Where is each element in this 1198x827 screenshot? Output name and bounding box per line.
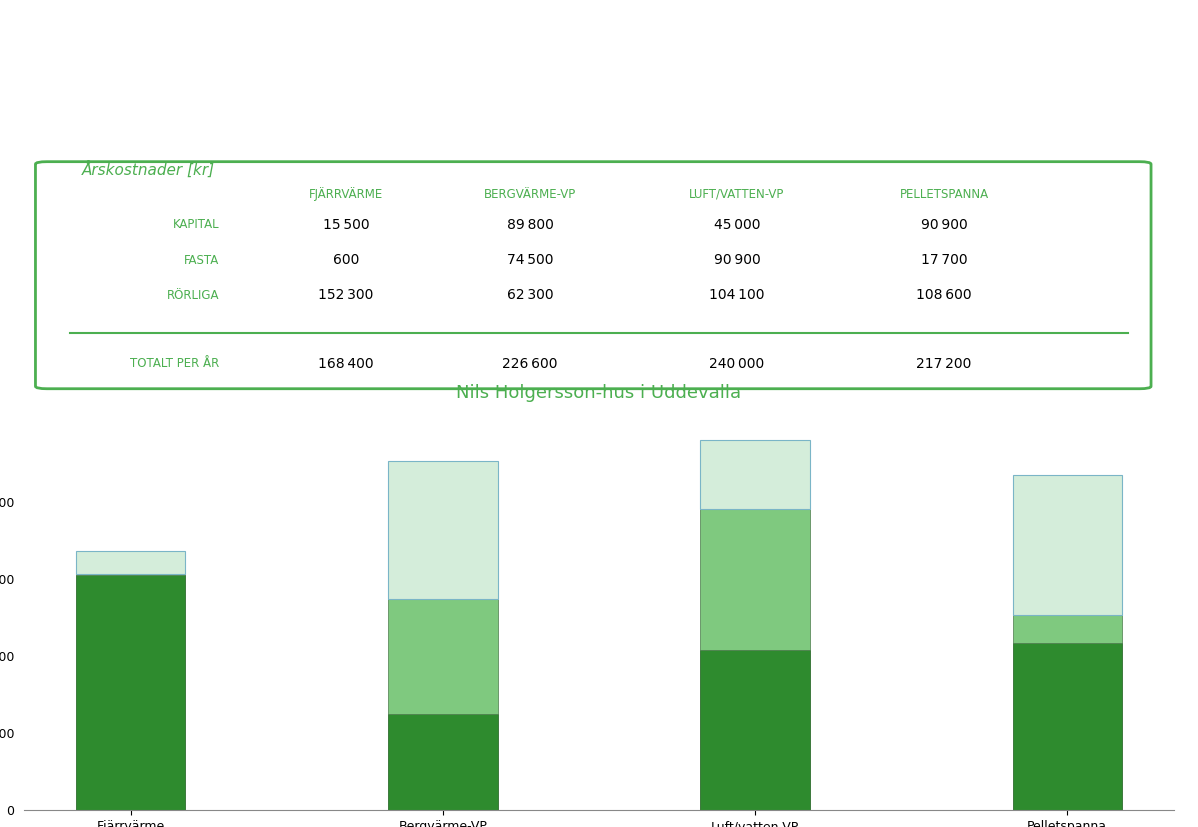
Text: 74 500: 74 500 — [507, 253, 553, 267]
Bar — [388, 461, 497, 600]
Text: 17 700: 17 700 — [921, 253, 967, 267]
Text: 600: 600 — [333, 253, 359, 267]
Text: TOTALT PER ÅR: TOTALT PER ÅR — [131, 357, 219, 370]
Bar — [77, 575, 186, 576]
Bar — [77, 576, 186, 810]
Text: 15 500: 15 500 — [322, 218, 369, 232]
Text: 240 000: 240 000 — [709, 356, 764, 370]
Text: 217 200: 217 200 — [916, 356, 972, 370]
Text: Resultat Värmeräknaren för Uddevalla: Resultat Värmeräknaren för Uddevalla — [206, 63, 992, 97]
Bar — [701, 650, 810, 810]
Bar — [1012, 615, 1121, 643]
Text: 108 600: 108 600 — [916, 289, 972, 303]
Text: FASTA: FASTA — [184, 254, 219, 266]
Title: Nils Holgersson-hus i Uddevalla: Nils Holgersson-hus i Uddevalla — [456, 384, 742, 402]
Bar — [1012, 643, 1121, 810]
Text: PELLETSPANNA: PELLETSPANNA — [900, 188, 988, 201]
Bar — [1012, 476, 1121, 615]
Text: 226 600: 226 600 — [502, 356, 558, 370]
Text: 152 300: 152 300 — [319, 289, 374, 303]
Text: RÖRLIGA: RÖRLIGA — [167, 289, 219, 302]
Text: 104 100: 104 100 — [709, 289, 764, 303]
Bar — [388, 600, 497, 715]
Text: 62 300: 62 300 — [507, 289, 553, 303]
Text: 90 900: 90 900 — [714, 253, 761, 267]
Bar — [388, 715, 497, 810]
Bar — [77, 551, 186, 575]
Text: 90 900: 90 900 — [920, 218, 968, 232]
Bar — [701, 440, 810, 509]
Text: Årskostnader [kr]: Årskostnader [kr] — [81, 160, 214, 178]
Text: KAPITAL: KAPITAL — [173, 218, 219, 232]
Text: 89 800: 89 800 — [507, 218, 553, 232]
Text: BERGVÄRME-VP: BERGVÄRME-VP — [484, 188, 576, 201]
Text: 45 000: 45 000 — [714, 218, 761, 232]
Bar — [701, 509, 810, 650]
Text: 168 400: 168 400 — [319, 356, 374, 370]
Text: LUFT/VATTEN-VP: LUFT/VATTEN-VP — [689, 188, 785, 201]
Text: FJÄRRVÄRME: FJÄRRVÄRME — [309, 188, 383, 202]
FancyBboxPatch shape — [36, 161, 1151, 389]
